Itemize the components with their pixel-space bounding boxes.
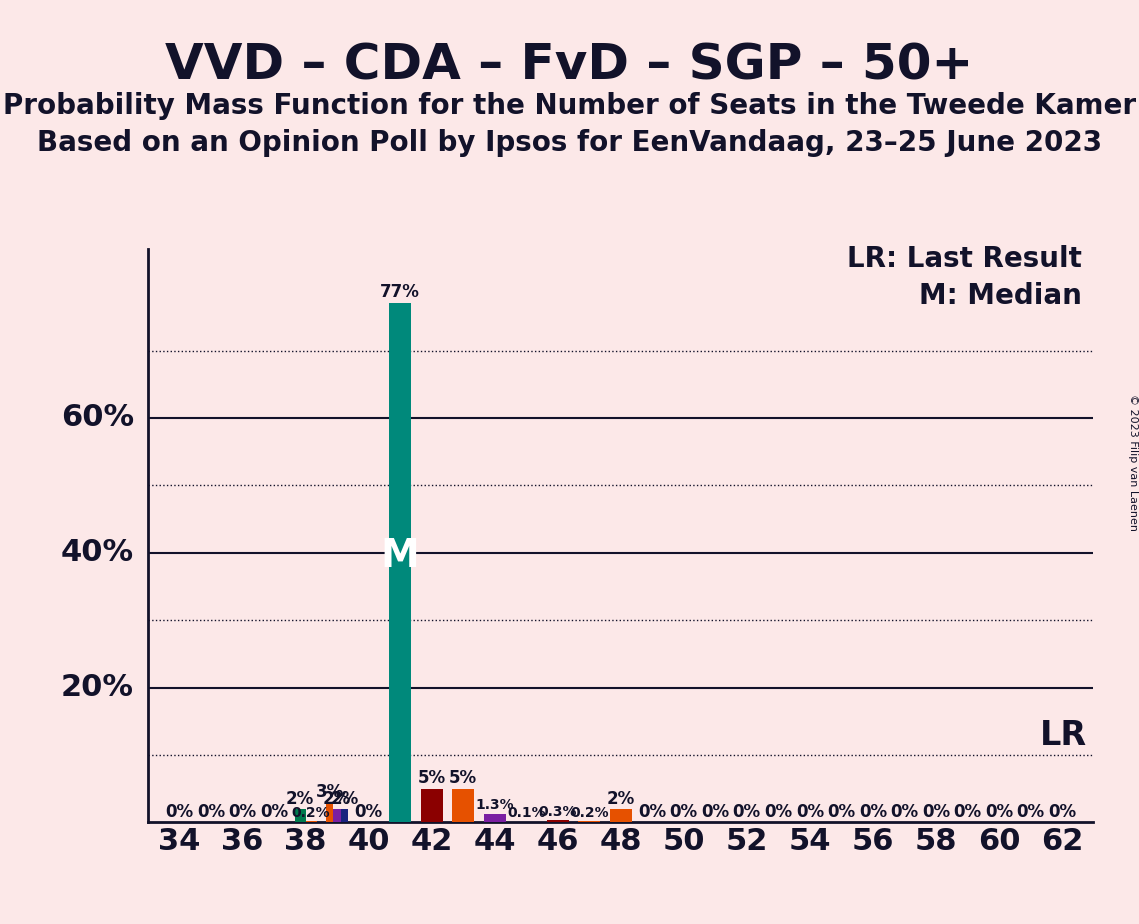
Text: 0%: 0% [354,803,383,821]
Text: 0%: 0% [764,803,793,821]
Bar [547,821,568,822]
Text: 2%: 2% [286,789,314,808]
Text: 0%: 0% [732,803,761,821]
Text: 0%: 0% [165,803,194,821]
Bar [609,808,632,822]
Text: 20%: 20% [60,673,134,702]
Text: 0%: 0% [638,803,666,821]
Text: 40%: 40% [60,539,134,567]
Text: 0%: 0% [670,803,698,821]
Text: 0%: 0% [1016,803,1044,821]
Text: 0%: 0% [229,803,256,821]
Bar [484,814,506,822]
Bar [334,808,341,822]
Text: 0.2%: 0.2% [292,806,330,820]
Text: 2%: 2% [323,789,351,808]
Text: M: M [380,537,419,575]
Bar [326,802,334,822]
Text: LR: Last Result: LR: Last Result [847,245,1082,273]
Text: Probability Mass Function for the Number of Seats in the Tweede Kamer: Probability Mass Function for the Number… [3,92,1136,120]
Text: LR: LR [1040,719,1087,752]
Text: 5%: 5% [449,770,477,787]
Text: 0%: 0% [891,803,918,821]
Bar [305,821,317,822]
Bar [341,808,349,822]
Text: 2%: 2% [607,789,634,808]
Text: 0.1%: 0.1% [507,807,546,821]
Bar [579,821,600,822]
Text: 0%: 0% [702,803,729,821]
Text: 0%: 0% [197,803,226,821]
Text: 3%: 3% [316,783,344,801]
Bar [295,808,305,822]
Text: 1.3%: 1.3% [475,798,514,812]
Text: © 2023 Filip van Laenen: © 2023 Filip van Laenen [1129,394,1138,530]
Text: 0%: 0% [260,803,288,821]
Text: 0.3%: 0.3% [539,805,577,819]
Bar [420,789,443,822]
Text: 60%: 60% [60,404,134,432]
Text: 0%: 0% [921,803,950,821]
Text: 0.2%: 0.2% [570,806,608,820]
Text: 0%: 0% [859,803,887,821]
Text: Based on an Opinion Poll by Ipsos for EenVandaag, 23–25 June 2023: Based on an Opinion Poll by Ipsos for Ee… [36,129,1103,157]
Text: 0%: 0% [985,803,1013,821]
Text: 0%: 0% [953,803,982,821]
Text: M: Median: M: Median [919,282,1082,310]
Text: 0%: 0% [796,803,823,821]
Text: VVD – CDA – FvD – SGP – 50+: VVD – CDA – FvD – SGP – 50+ [165,42,974,90]
Text: 2%: 2% [330,789,359,808]
Text: 0%: 0% [827,803,855,821]
Text: 5%: 5% [418,770,445,787]
Text: 0%: 0% [1048,803,1076,821]
Bar [390,303,411,822]
Bar [452,789,474,822]
Text: 77%: 77% [380,284,420,301]
